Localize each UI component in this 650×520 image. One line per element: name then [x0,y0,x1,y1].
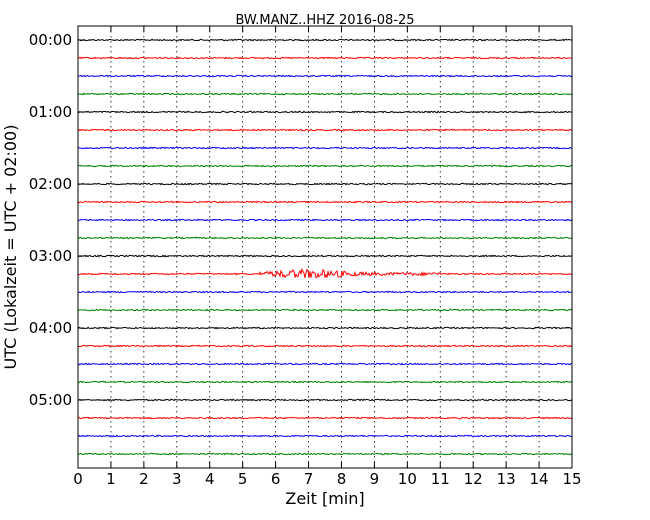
trace-4 [77,110,573,114]
trace-21 [77,416,573,420]
x-axis-ticks: 0 1 2 3 4 5 6 7 8 9 10 11 12 13 14 15 [73,26,582,488]
grid [110,26,540,468]
plot-frame [77,25,573,469]
trace-17 [77,344,573,348]
y-tick-label: 03:00 [29,247,72,265]
x-tick-label: 11 [431,470,450,488]
trace-16 [77,326,573,330]
trace-14 [77,290,573,294]
trace-22 [77,434,573,438]
x-tick-label: 9 [370,470,380,488]
x-tick-label: 2 [139,470,149,488]
x-tick-label: 6 [271,470,281,488]
trace-6 [77,146,572,150]
x-tick-label: 10 [398,470,417,488]
trace-7 [77,164,573,168]
x-axis-label: Zeit [min] [285,489,364,508]
trace-11 [77,236,573,240]
chart-title: BW.MANZ..HHZ 2016-08-25 [235,13,414,28]
traces [77,38,573,456]
y-tick-label: 02:00 [29,175,72,193]
y-tick-label: 05:00 [29,391,72,409]
x-tick-label: 8 [337,470,347,488]
trace-23 [77,452,573,456]
x-tick-label: 4 [205,470,215,488]
y-tick-label: 01:00 [29,103,72,121]
x-tick-label: 13 [497,470,516,488]
x-tick-label: 14 [530,470,549,488]
trace-19 [77,380,573,384]
x-tick-label: 12 [464,470,483,488]
x-tick-label: 3 [172,470,182,488]
trace-3 [77,92,573,96]
trace-0 [77,38,573,42]
trace-12 [77,254,573,258]
x-tick-label: 7 [304,470,314,488]
x-tick-label: 5 [238,470,248,488]
trace-9 [77,200,573,204]
trace-1 [77,56,573,60]
y-tick-label: 00:00 [29,31,72,49]
trace-2 [77,74,573,78]
x-tick-label: 0 [73,470,83,488]
trace-13 [77,267,573,279]
trace-10 [77,218,573,222]
trace-5 [77,128,573,132]
x-tick-label: 1 [106,470,116,488]
y-axis-ticks: 00:00 01:00 02:00 03:00 04:00 05:00 [29,31,84,409]
trace-18 [77,362,573,366]
trace-15 [77,308,573,312]
trace-8 [77,182,573,186]
x-tick-label: 15 [562,470,581,488]
trace-20 [77,398,573,402]
y-tick-label: 04:00 [29,319,72,337]
y-axis-label: UTC (Lokalzeit = UTC + 02:00) [1,125,20,370]
